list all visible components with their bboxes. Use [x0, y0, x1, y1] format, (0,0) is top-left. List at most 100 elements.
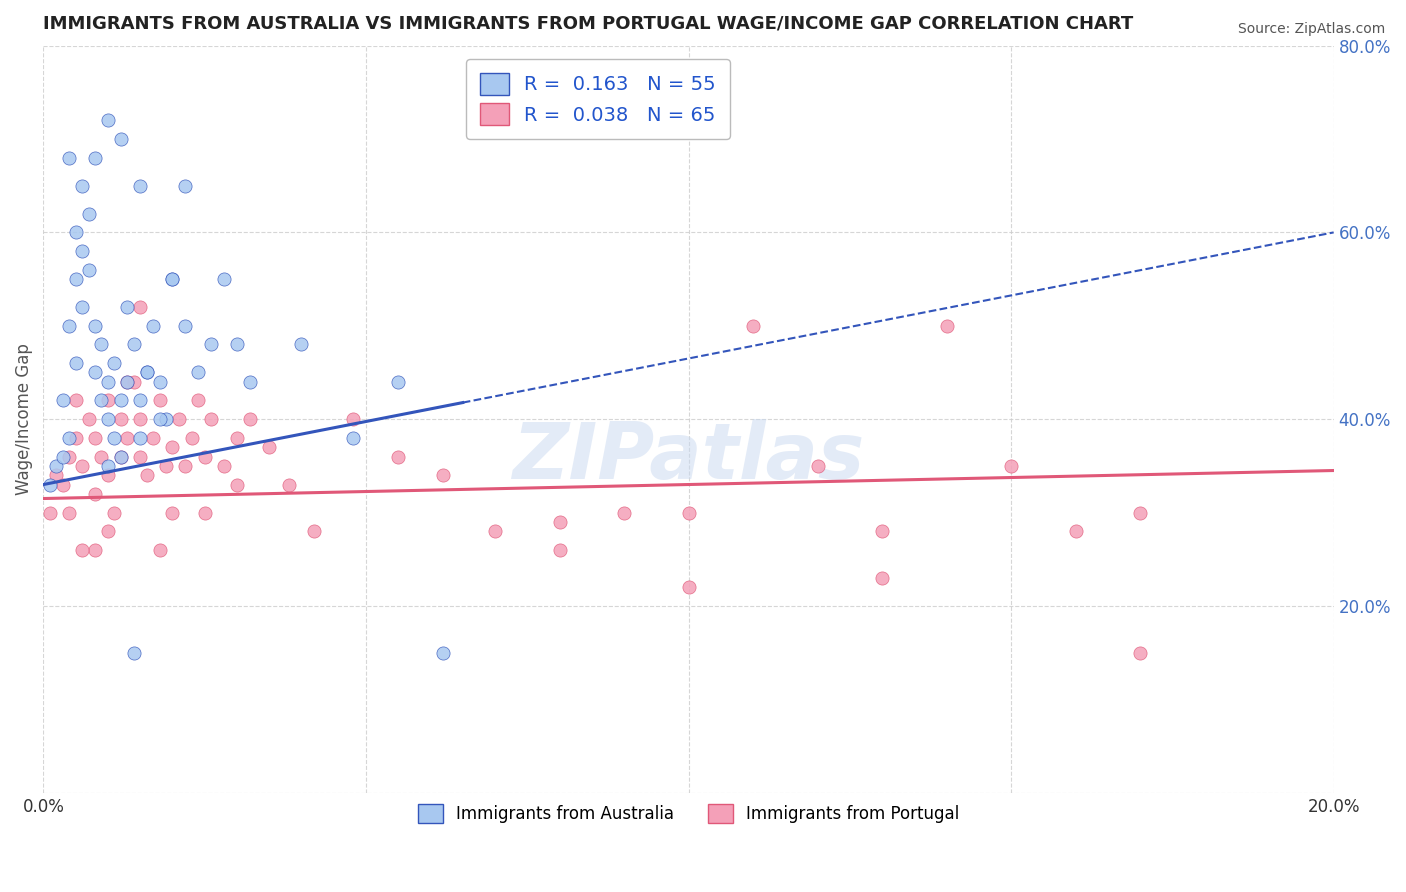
Point — [129, 178, 152, 193]
Point — [304, 524, 326, 539]
Point — [129, 300, 152, 314]
Point — [194, 450, 217, 464]
Point — [77, 262, 100, 277]
Point — [65, 393, 87, 408]
Point — [70, 542, 93, 557]
Point — [239, 375, 262, 389]
Point — [110, 132, 132, 146]
Point — [103, 506, 125, 520]
Point — [226, 431, 249, 445]
Point — [212, 272, 235, 286]
Point — [678, 506, 700, 520]
Point — [678, 580, 700, 594]
Point — [432, 646, 454, 660]
Point — [52, 450, 75, 464]
Point — [180, 431, 202, 445]
Point — [129, 393, 152, 408]
Point — [257, 440, 280, 454]
Point — [155, 458, 177, 473]
Text: Source: ZipAtlas.com: Source: ZipAtlas.com — [1237, 22, 1385, 37]
Point — [129, 450, 152, 464]
Point — [45, 458, 67, 473]
Point — [97, 412, 120, 426]
Point — [1129, 646, 1152, 660]
Point — [103, 356, 125, 370]
Point — [194, 506, 217, 520]
Point — [58, 151, 80, 165]
Point — [77, 207, 100, 221]
Point — [52, 393, 75, 408]
Point — [162, 272, 184, 286]
Point — [142, 431, 165, 445]
Point — [129, 412, 152, 426]
Point — [148, 375, 170, 389]
Y-axis label: Wage/Income Gap: Wage/Income Gap — [15, 343, 32, 495]
Point — [174, 178, 197, 193]
Point — [239, 412, 262, 426]
Point — [84, 542, 107, 557]
Point — [870, 571, 893, 585]
Point — [97, 113, 120, 128]
Point — [1064, 524, 1087, 539]
Text: ZIPatlas: ZIPatlas — [512, 418, 865, 494]
Point — [484, 524, 506, 539]
Point — [174, 318, 197, 333]
Point — [70, 300, 93, 314]
Point — [70, 458, 93, 473]
Point — [70, 178, 93, 193]
Point — [65, 356, 87, 370]
Point — [187, 393, 209, 408]
Point — [122, 337, 145, 351]
Point — [117, 375, 139, 389]
Point — [135, 468, 157, 483]
Point — [548, 515, 571, 529]
Point — [226, 337, 249, 351]
Point — [432, 468, 454, 483]
Point — [97, 375, 120, 389]
Point — [162, 440, 184, 454]
Point — [129, 431, 152, 445]
Point — [135, 366, 157, 380]
Point — [167, 412, 190, 426]
Point — [110, 450, 132, 464]
Point — [97, 393, 120, 408]
Point — [77, 412, 100, 426]
Point — [387, 450, 409, 464]
Point — [58, 450, 80, 464]
Point — [97, 524, 120, 539]
Point — [65, 226, 87, 240]
Point — [1129, 506, 1152, 520]
Point — [117, 431, 139, 445]
Point — [70, 244, 93, 258]
Point — [342, 431, 364, 445]
Point — [38, 477, 60, 491]
Point — [212, 458, 235, 473]
Point — [290, 337, 312, 351]
Point — [200, 412, 222, 426]
Point — [135, 366, 157, 380]
Point — [142, 318, 165, 333]
Point — [613, 506, 636, 520]
Point — [162, 506, 184, 520]
Point — [742, 318, 765, 333]
Point — [65, 272, 87, 286]
Legend: Immigrants from Australia, Immigrants from Portugal: Immigrants from Australia, Immigrants fr… — [405, 790, 973, 837]
Point — [52, 477, 75, 491]
Point — [117, 375, 139, 389]
Point — [90, 393, 112, 408]
Point — [65, 431, 87, 445]
Point — [122, 646, 145, 660]
Point — [110, 412, 132, 426]
Text: IMMIGRANTS FROM AUSTRALIA VS IMMIGRANTS FROM PORTUGAL WAGE/INCOME GAP CORRELATIO: IMMIGRANTS FROM AUSTRALIA VS IMMIGRANTS … — [44, 15, 1133, 33]
Point — [155, 412, 177, 426]
Point — [806, 458, 828, 473]
Point — [84, 151, 107, 165]
Point — [226, 477, 249, 491]
Point — [342, 412, 364, 426]
Point — [122, 375, 145, 389]
Point — [870, 524, 893, 539]
Point — [58, 506, 80, 520]
Point — [387, 375, 409, 389]
Point — [58, 431, 80, 445]
Point — [110, 393, 132, 408]
